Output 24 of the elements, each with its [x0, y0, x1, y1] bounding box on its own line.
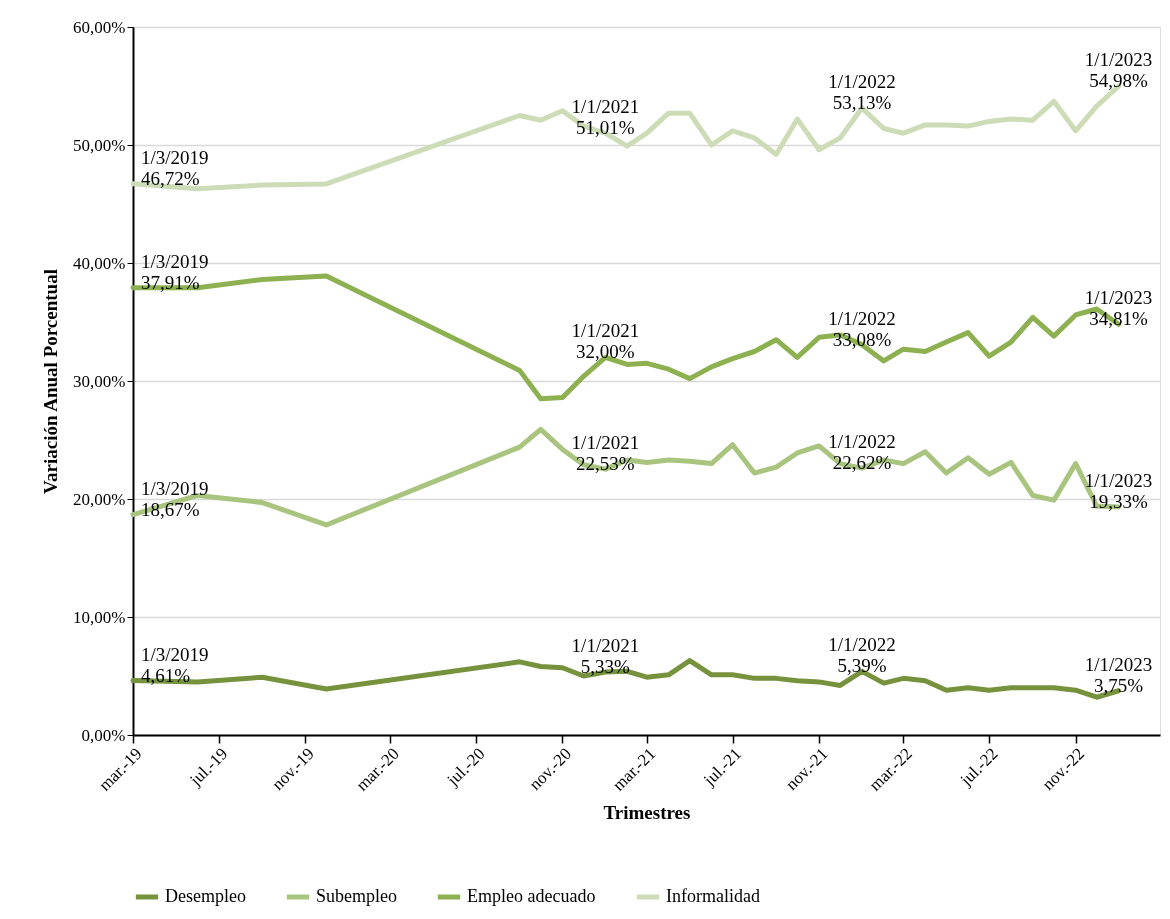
- annotation: 1/1/2021 32,00%: [571, 320, 640, 363]
- legend-label: Empleo adecuado: [467, 886, 596, 906]
- y-tick-label: 50,00%: [73, 135, 126, 155]
- annotation: 1/3/2019 18,67%: [141, 477, 209, 520]
- annotation: 1/1/2023 3,75%: [1084, 653, 1153, 696]
- y-tick-label: 30,00%: [73, 371, 126, 391]
- annotation: 1/1/2021 22,53%: [571, 432, 640, 475]
- annotation: 1/1/2022 22,62%: [828, 431, 896, 474]
- annotation: 1/1/2021 51,01%: [571, 96, 640, 139]
- x-axis-title: Trimestres: [603, 801, 691, 823]
- y-tick-label: 0,00%: [81, 725, 126, 745]
- annotation: 1/3/2019 46,72%: [141, 146, 209, 189]
- y-axis-title: Variación Anual Porcentual: [40, 269, 62, 494]
- annotation: 1/1/2023 19,33%: [1084, 469, 1153, 512]
- y-tick-label: 60,00%: [73, 17, 126, 37]
- annotation: 1/1/2022 5,39%: [828, 634, 896, 677]
- legend-label: Subempleo: [316, 886, 397, 906]
- annotation: 1/1/2023 54,98%: [1084, 49, 1153, 92]
- y-tick-label: 40,00%: [73, 253, 126, 273]
- y-tick-label: 20,00%: [73, 489, 126, 509]
- y-tick-label: 10,00%: [73, 607, 126, 627]
- legend-label: Desempleo: [165, 886, 246, 906]
- annotation: 1/1/2022 53,13%: [828, 71, 896, 114]
- legend-label: Informalidad: [666, 886, 760, 906]
